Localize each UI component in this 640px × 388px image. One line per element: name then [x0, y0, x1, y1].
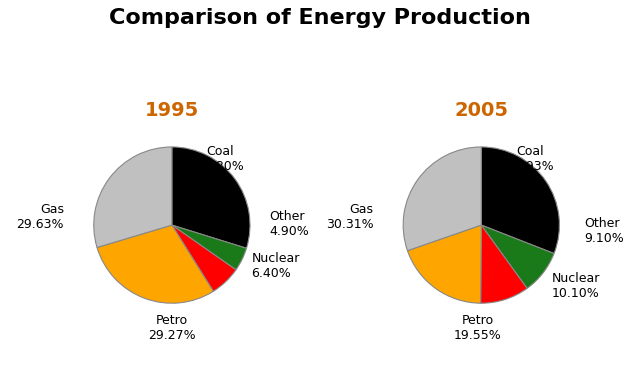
Wedge shape: [481, 225, 527, 303]
Text: Nuclear
10.10%: Nuclear 10.10%: [552, 272, 600, 300]
Title: 2005: 2005: [454, 101, 508, 120]
Wedge shape: [172, 225, 236, 291]
Text: Gas
30.31%: Gas 30.31%: [326, 203, 374, 231]
Text: Petro
29.27%: Petro 29.27%: [148, 314, 196, 342]
Wedge shape: [172, 147, 250, 248]
Wedge shape: [481, 147, 559, 253]
Text: Petro
19.55%: Petro 19.55%: [454, 314, 501, 342]
Text: Coal
29.80%: Coal 29.80%: [196, 145, 244, 173]
Title: 1995: 1995: [145, 101, 199, 120]
Wedge shape: [403, 147, 481, 251]
Wedge shape: [93, 147, 172, 248]
Text: Other
9.10%: Other 9.10%: [584, 217, 624, 245]
Text: Other
4.90%: Other 4.90%: [269, 210, 309, 237]
Text: Gas
29.63%: Gas 29.63%: [17, 203, 64, 231]
Text: Nuclear
6.40%: Nuclear 6.40%: [252, 252, 300, 280]
Wedge shape: [481, 225, 554, 288]
Text: Coal
30.93%: Coal 30.93%: [506, 145, 554, 173]
Wedge shape: [97, 225, 213, 303]
Wedge shape: [172, 225, 246, 270]
Wedge shape: [408, 225, 481, 303]
Text: Comparison of Energy Production: Comparison of Energy Production: [109, 8, 531, 28]
